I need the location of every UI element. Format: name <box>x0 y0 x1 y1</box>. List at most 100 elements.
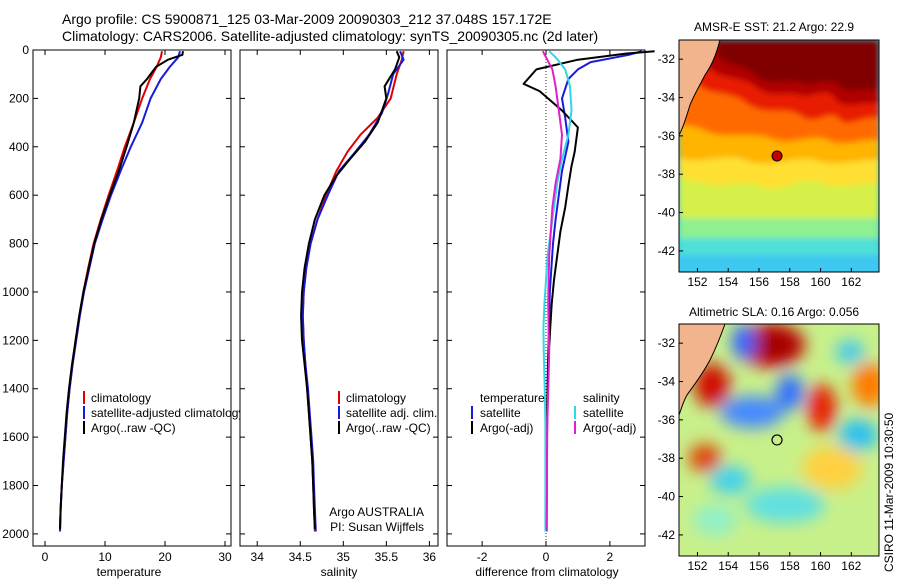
depth-tick-label: 1000 <box>2 285 29 299</box>
x-tick-label: 34 <box>251 550 265 564</box>
series-line-salinity-satellite <box>542 50 573 532</box>
sla-field <box>679 324 879 556</box>
x-tick-label: 34.5 <box>289 550 313 564</box>
map-y-tick-label: -40 <box>658 206 676 220</box>
sla-coastline <box>679 324 726 416</box>
x-tick-label: 2 <box>607 550 614 564</box>
depth-tick-label: 0 <box>22 43 29 57</box>
map-x-tick-label: 160 <box>811 559 831 573</box>
difference-xlabel: difference from climatology <box>475 565 618 579</box>
legend-label-temp-satellite: satellite <box>480 406 521 420</box>
sst-map-title: AMSR-E SST: 21.2 Argo: 22.9 <box>694 20 854 34</box>
map-y-tick-label: -38 <box>658 167 676 181</box>
map-x-tick-label: 152 <box>687 275 707 289</box>
x-tick-label: 36 <box>423 550 437 564</box>
map-x-tick-label: 162 <box>841 275 861 289</box>
depth-tick-label: 1200 <box>2 333 29 347</box>
sla-map-frame <box>678 323 880 557</box>
difference-panel: -2 0 2 difference from climatology tempera… <box>446 49 655 579</box>
x-tick-label: 30 <box>218 550 232 564</box>
x-tick-label: 0 <box>543 550 550 564</box>
legend-label-argo: Argo(..raw -QC) <box>91 421 176 435</box>
argo-credit-line2: PI: Susan Wijffels <box>330 520 424 534</box>
map-x-tick-label: 162 <box>841 559 861 573</box>
map-y-tick-label: -34 <box>658 91 676 105</box>
salinity-legend: climatology satellite adj. clim. Argo(..… <box>338 391 437 435</box>
map-y-tick-label: -42 <box>658 244 676 258</box>
x-tick-label: 35.5 <box>375 550 399 564</box>
map-x-tick-label: 154 <box>718 275 738 289</box>
sla-map-title: Altimetric SLA: 0.16 Argo: 0.056 <box>689 305 859 319</box>
depth-tick-label: 1400 <box>2 382 29 396</box>
salinity-xlabel: salinity <box>321 565 358 579</box>
depth-axis: 0 200 400 600 800 1000 1200 1400 1600 1800 2000 <box>2 43 231 541</box>
salinity-axes-box <box>239 49 439 547</box>
depth-tick-label: 1800 <box>2 479 29 493</box>
map-x-tick-label: 156 <box>749 559 769 573</box>
sla-argo-position-marker <box>771 434 783 446</box>
x-tick-label: 20 <box>158 550 172 564</box>
x-tick-label: -2 <box>477 550 488 564</box>
sst-y-axis: -32 -34 -36 -38 -40 -42 <box>658 52 683 258</box>
map-y-tick-label: -32 <box>658 336 676 350</box>
depth-tick-label: 200 <box>9 91 29 105</box>
timestamp-credit: CSIRO 11-Mar-2009 10:30:50 <box>882 412 896 572</box>
legend-label-argo: Argo(..raw -QC) <box>346 421 431 435</box>
depth-tick-label: 600 <box>9 188 29 202</box>
legend-label-climatology: climatology <box>346 391 406 405</box>
sla-y-axis: -32 -34 -36 -38 -40 -42 <box>658 336 683 542</box>
depth-tick-label: 1600 <box>2 430 29 444</box>
series-line-salinity-argo-adj- <box>541 50 563 530</box>
sst-field <box>679 40 879 272</box>
legend-label-temp-argo: Argo(-adj) <box>480 421 533 435</box>
difference-x-axis: -2 0 2 <box>447 49 645 564</box>
temperature-x-axis: 0 10 20 30 <box>42 50 232 564</box>
sst-x-axis: 152 154 156 158 160 162 <box>687 268 862 289</box>
legend-label-sal-satellite: satellite <box>583 406 624 420</box>
sst-map-frame <box>678 39 880 273</box>
figure-title-line2: Climatology: CARS2006. Satellite-adjuste… <box>62 28 598 44</box>
temperature-axes-box <box>32 49 232 547</box>
x-tick-label: 10 <box>98 550 112 564</box>
map-x-tick-label: 152 <box>687 559 707 573</box>
map-x-tick-label: 154 <box>718 559 738 573</box>
map-y-tick-label: -32 <box>658 52 676 66</box>
depth-tick-label: 2000 <box>2 527 29 541</box>
sst-land-mask <box>679 40 720 135</box>
temperature-panel: 0 200 400 600 800 1000 1200 1400 1600 1800 2000 0 1… <box>2 43 244 579</box>
series-line-argo-raw-qc- <box>300 50 401 530</box>
x-tick-label: 0 <box>42 550 49 564</box>
salinity-series <box>300 50 405 532</box>
map-x-tick-label: 160 <box>811 275 831 289</box>
map-y-tick-label: -40 <box>658 490 676 504</box>
depth-tick-label: 400 <box>9 140 29 154</box>
map-y-tick-label: -34 <box>658 375 676 389</box>
map-x-tick-label: 156 <box>749 275 769 289</box>
sst-map: AMSR-E SST: 21.2 Argo: 22.9 152 154 156 158… <box>658 20 880 289</box>
series-line-argo-raw-qc- <box>59 51 184 530</box>
temperature-xlabel: temperature <box>97 565 162 579</box>
sst-argo-position-marker <box>771 150 783 162</box>
temperature-series <box>59 50 184 532</box>
map-y-tick-label: -42 <box>658 528 676 542</box>
legend-label-climatology: climatology <box>91 391 151 405</box>
legend-title-salinity: salinity <box>583 391 620 405</box>
salinity-x-axis: 34 34.5 35 35.5 36 <box>240 49 438 564</box>
map-y-tick-label: -38 <box>658 451 676 465</box>
map-y-tick-label: -36 <box>658 413 676 427</box>
legend-title-temperature: temperature <box>480 391 545 405</box>
temperature-legend: climatology satellite-adjusted climatolo… <box>83 391 244 435</box>
legend-label-satellite-adjusted: satellite-adjusted climatology <box>91 406 244 420</box>
argo-credit-line1: Argo AUSTRALIA <box>329 505 424 519</box>
salinity-panel: 34 34.5 35 35.5 36 salinity climatology sate… <box>239 49 439 579</box>
map-x-tick-label: 158 <box>780 275 800 289</box>
sla-x-axis: 152 154 156 158 160 162 <box>687 552 862 573</box>
x-tick-label: 35 <box>337 550 351 564</box>
sla-land-mask <box>679 324 725 415</box>
sst-coastline <box>679 40 721 136</box>
legend-label-satellite-adj: satellite adj. clim. <box>346 406 437 420</box>
figure-title-line1: Argo profile: CS 5900871_125 03-Mar-2009… <box>62 11 552 27</box>
difference-series <box>522 50 655 532</box>
difference-legend: temperature salinity satellite Argo(-adj… <box>471 391 636 435</box>
